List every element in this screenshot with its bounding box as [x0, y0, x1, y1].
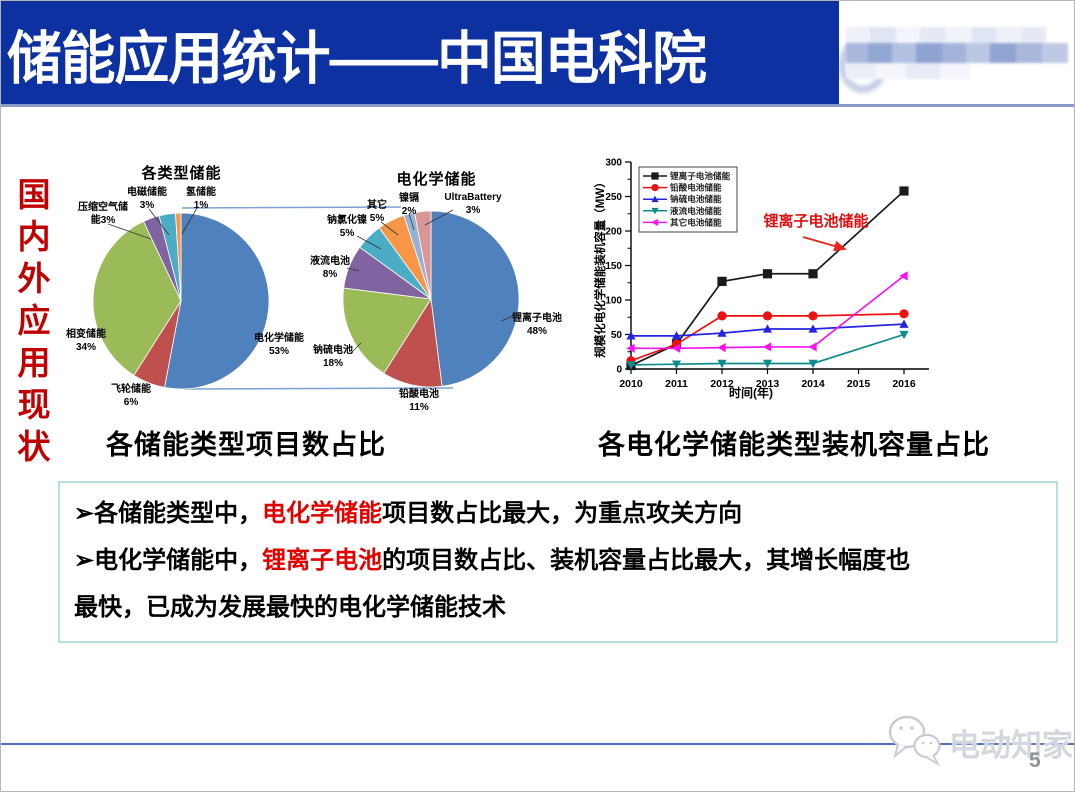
pie-label-ultrabattery: UltraBattery 3%: [444, 192, 502, 216]
series-line: [630, 312, 905, 362]
legend-entry: 钠硫电池储能: [670, 193, 722, 204]
caption-right-pie: 各电化学储能类型装机容量占比: [598, 430, 990, 460]
blurred-watermark: [846, 27, 1068, 93]
legend-entry: 其它电池储能: [670, 216, 722, 227]
pie-chart-storage-types: [92, 212, 270, 390]
pie-slice: [378, 214, 432, 300]
pie-label-electromagnetic: 电磁储能 3%: [127, 187, 167, 211]
pie-slice: [430, 210, 520, 387]
page-title: 储能应用统计——中国电科院: [7, 27, 707, 91]
note-text: 项目数占比最大，为重点攻关方向: [382, 500, 743, 527]
x-tick-label: 2016: [892, 378, 916, 390]
line-chart-y-axis-label: 规模化电化学储能装机容量（MW）: [595, 176, 607, 358]
y-tick-label: 50: [611, 330, 623, 341]
pie-label-sodium-sulfur: 钠硫电池 18%: [313, 345, 353, 369]
watermark-row: [846, 27, 1068, 43]
watermark-row: [846, 63, 1068, 79]
side-vertical-label: 国内外应用现状: [13, 177, 50, 471]
y-tick-label: 0: [616, 365, 622, 376]
x-tick-label: 2012: [710, 378, 734, 390]
wechat-icon: [888, 715, 941, 767]
y-tick-label: 300: [605, 158, 622, 169]
x-tick-label: 2014: [801, 378, 825, 390]
line-chart: 0 50 100 150 200 250 300 2010 2011 2012 2013 2014 20…: [605, 158, 929, 390]
x-tick-label: 2010: [619, 378, 643, 390]
pie-label-electrochemical: 电化学储能 53%: [254, 333, 304, 357]
page-number: 5: [1029, 749, 1041, 772]
pie-slice: [133, 300, 182, 388]
pie-slice: [142, 215, 182, 302]
pie-label-sodium-nickel-chloride: 钠氯化镍 5%: [327, 215, 367, 239]
pie-label-other: 其它 5%: [367, 200, 387, 224]
pie-slice: [414, 210, 432, 300]
note-text: ➢各储能类型中，: [74, 500, 263, 527]
pie-label-lithium-ion: 锂离子电池 48%: [512, 313, 562, 337]
series-line: [631, 275, 905, 350]
pie-label-hydrogen: 氢储能 1%: [186, 187, 216, 211]
pie-label-flow-battery: 液流电池 8%: [310, 256, 350, 280]
x-tick-label: 2011: [665, 378, 688, 390]
header-rule: [1, 104, 1074, 107]
header-bar: 储能应用统计——中国电科院: [1, 1, 839, 104]
pie-slice: [403, 212, 432, 300]
pie-label-lead-acid: 铅酸电池 11%: [399, 389, 439, 413]
pie-title-left: 各类型储能: [141, 165, 222, 182]
x-tick-label: 2013: [756, 378, 780, 390]
annotation-arrow: [802, 236, 847, 252]
notes-box: ➢各储能类型中，电化学储能项目数占比最大，为重点攻关方向 ➢电化学储能中，锂离子电…: [58, 481, 1058, 643]
y-tick-label: 200: [605, 227, 622, 238]
y-tick-label: 250: [605, 192, 622, 203]
pie-slice: [158, 212, 182, 302]
pie-slice: [383, 297, 443, 388]
pie-slice: [164, 212, 270, 390]
note-highlight: 锂离子电池: [262, 547, 383, 574]
x-tick-label: 2015: [847, 378, 871, 390]
brand-text: 电动知家: [949, 728, 1073, 763]
note-line: ➢各储能类型中，电化学储能项目数占比最大，为重点攻关方向: [74, 490, 1042, 537]
note-text: ➢电化学储能中，: [74, 547, 263, 574]
series-line: [630, 333, 905, 366]
legend-entry: 铅酸电池储能: [670, 182, 722, 193]
legend-entry: 锂离子电池储能: [670, 170, 731, 181]
legend-entry: 液流电池储能: [670, 205, 722, 216]
note-line: ➢电化学储能中，锂离子电池的项目数占比、装机容量占比最大，其增长幅度也: [74, 537, 1042, 584]
pie-label-compressed-air: 压缩空气储能3%: [78, 202, 128, 226]
pie-slice: [175, 212, 182, 302]
pie-label-phase-change: 相变储能 34%: [66, 329, 106, 353]
note-text: 最快，已成为发展最快的电化学储能技术: [74, 594, 506, 621]
note-text: 的项目数占比、装机容量占比最大，其增长幅度也: [382, 547, 911, 574]
note-highlight: 电化学储能: [262, 500, 383, 527]
note-line: 最快，已成为发展最快的电化学储能技术: [74, 584, 1042, 631]
y-tick-label: 100: [605, 296, 622, 307]
line-chart-annotation: 锂离子电池储能: [763, 213, 869, 230]
watermark-row: [846, 43, 1068, 63]
pie-title-right: 电化学储能: [396, 171, 477, 188]
caption-left-pie: 各储能类型项目数占比: [106, 430, 386, 460]
pie-label-flywheel: 飞轮储能 6%: [111, 384, 151, 408]
y-tick-label: 150: [605, 261, 622, 272]
pie-label-nickel-cadmium: 镍镉 2%: [399, 193, 419, 217]
series-line: [631, 323, 905, 337]
line-chart-x-axis-label: 时间(年): [729, 386, 773, 400]
footer-divider-line: [1, 743, 1074, 745]
